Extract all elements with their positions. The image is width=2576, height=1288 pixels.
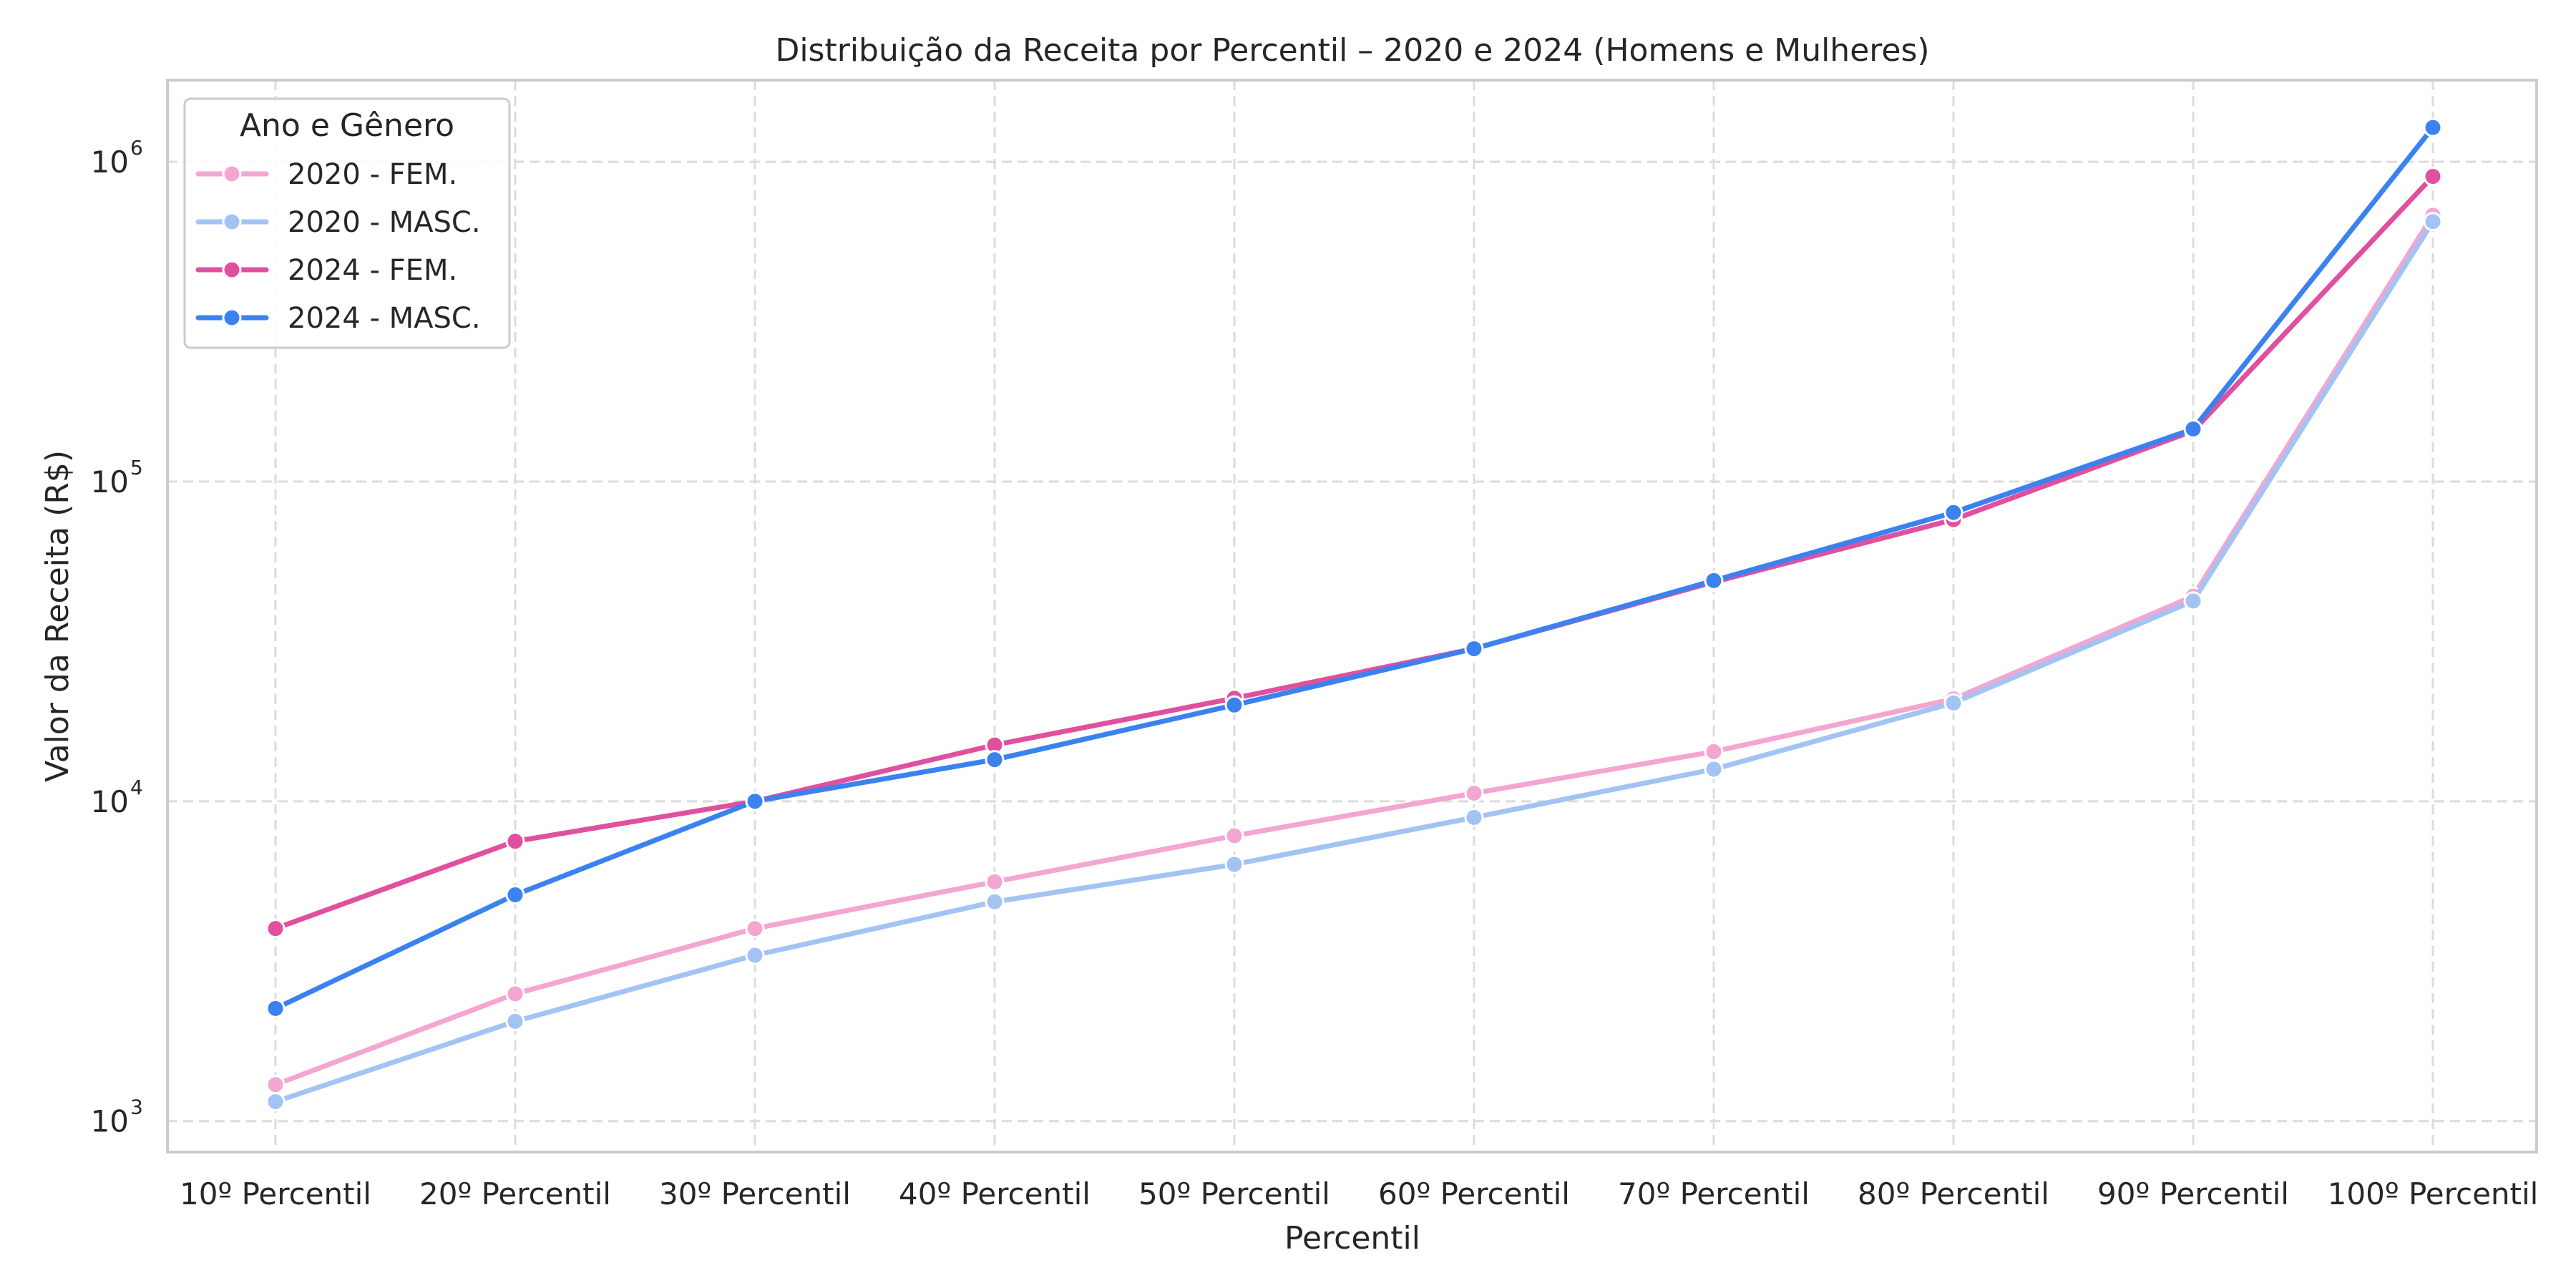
chart-title: Distribuição da Receita por Percentil – … — [775, 32, 1929, 69]
x-tick-label: 50º Percentil — [1138, 1176, 1330, 1211]
series-line — [273, 174, 2436, 932]
data-point — [1704, 759, 1724, 779]
y-tick-exponent: 3 — [130, 1096, 143, 1119]
data-point — [1464, 784, 1484, 804]
data-point — [1464, 639, 1484, 659]
data-point — [265, 998, 286, 1018]
grid-lines — [167, 80, 2537, 1152]
data-point — [2183, 591, 2203, 611]
data-point — [985, 872, 1005, 892]
legend: Ano e Gênero 2020 - FEM. 2020 - MASC. 2024… — [183, 97, 511, 349]
series-lines — [265, 117, 2443, 1112]
series-group — [265, 212, 2443, 1112]
series-line — [273, 125, 2436, 1011]
data-point — [265, 1075, 286, 1095]
data-point — [1943, 693, 1963, 713]
series-line — [273, 219, 2436, 1105]
data-point — [265, 919, 286, 939]
x-tick-label: 80º Percentil — [1858, 1176, 2049, 1211]
y-tick-exponent: 4 — [130, 776, 143, 799]
legend-marker — [222, 164, 242, 184]
x-axis-ticks: 10º Percentil 20º Percentil 30º Percentil 4… — [180, 1176, 2538, 1211]
x-tick-label: 90º Percentil — [2097, 1176, 2289, 1211]
y-tick-label: 10 — [91, 784, 129, 819]
data-point — [505, 884, 525, 904]
legend-marker — [222, 212, 242, 232]
plot-frame — [166, 79, 2538, 1153]
x-tick-label: 100º Percentil — [2328, 1176, 2539, 1211]
y-tick-label: 10 — [91, 1104, 129, 1139]
y-tick-exponent: 5 — [130, 456, 143, 479]
legend-label: 2024 - MASC. — [288, 302, 481, 335]
y-tick-label: 10 — [91, 464, 129, 499]
y-tick-exponent: 6 — [130, 136, 143, 160]
x-tick-label: 40º Percentil — [899, 1176, 1091, 1211]
legend-marker — [222, 308, 242, 328]
data-point — [2423, 117, 2443, 137]
x-tick-label: 30º Percentil — [659, 1176, 851, 1211]
data-point — [985, 892, 1005, 912]
data-point — [1704, 570, 1724, 590]
data-point — [745, 945, 765, 965]
data-point — [1464, 807, 1484, 827]
legend-title: Ano e Gênero — [240, 107, 454, 144]
legend-items: 2020 - FEM. 2020 - MASC. 2024 - FEM. 2024 -… — [195, 158, 481, 335]
data-point — [1704, 741, 1724, 761]
data-point — [1224, 854, 1244, 874]
data-point — [505, 1011, 525, 1031]
legend-box — [183, 97, 511, 349]
data-point — [985, 750, 1005, 770]
series-line — [273, 213, 2436, 1088]
x-tick-label: 70º Percentil — [1618, 1176, 1810, 1211]
data-point — [1224, 826, 1244, 846]
data-point — [745, 791, 765, 811]
legend-label: 2020 - MASC. — [288, 206, 481, 239]
x-axis-label: Percentil — [1284, 1220, 1420, 1257]
data-point — [1943, 502, 1963, 522]
data-point — [745, 919, 765, 939]
data-point — [2423, 212, 2443, 232]
x-tick-label: 60º Percentil — [1378, 1176, 1570, 1211]
y-axis-label: Valor da Receita (R$) — [39, 450, 76, 782]
data-point — [1224, 695, 1244, 715]
y-tick-label: 10 — [91, 145, 129, 180]
legend-marker — [222, 260, 242, 280]
data-point — [265, 1092, 286, 1112]
data-point — [505, 984, 525, 1004]
legend-label: 2024 - FEM. — [288, 254, 457, 287]
data-point — [2423, 167, 2443, 187]
legend-label: 2020 - FEM. — [288, 158, 457, 191]
data-point — [2183, 419, 2203, 439]
x-tick-label: 10º Percentil — [180, 1176, 371, 1211]
series-group — [265, 117, 2443, 1018]
data-point — [505, 831, 525, 852]
x-tick-label: 20º Percentil — [419, 1176, 611, 1211]
